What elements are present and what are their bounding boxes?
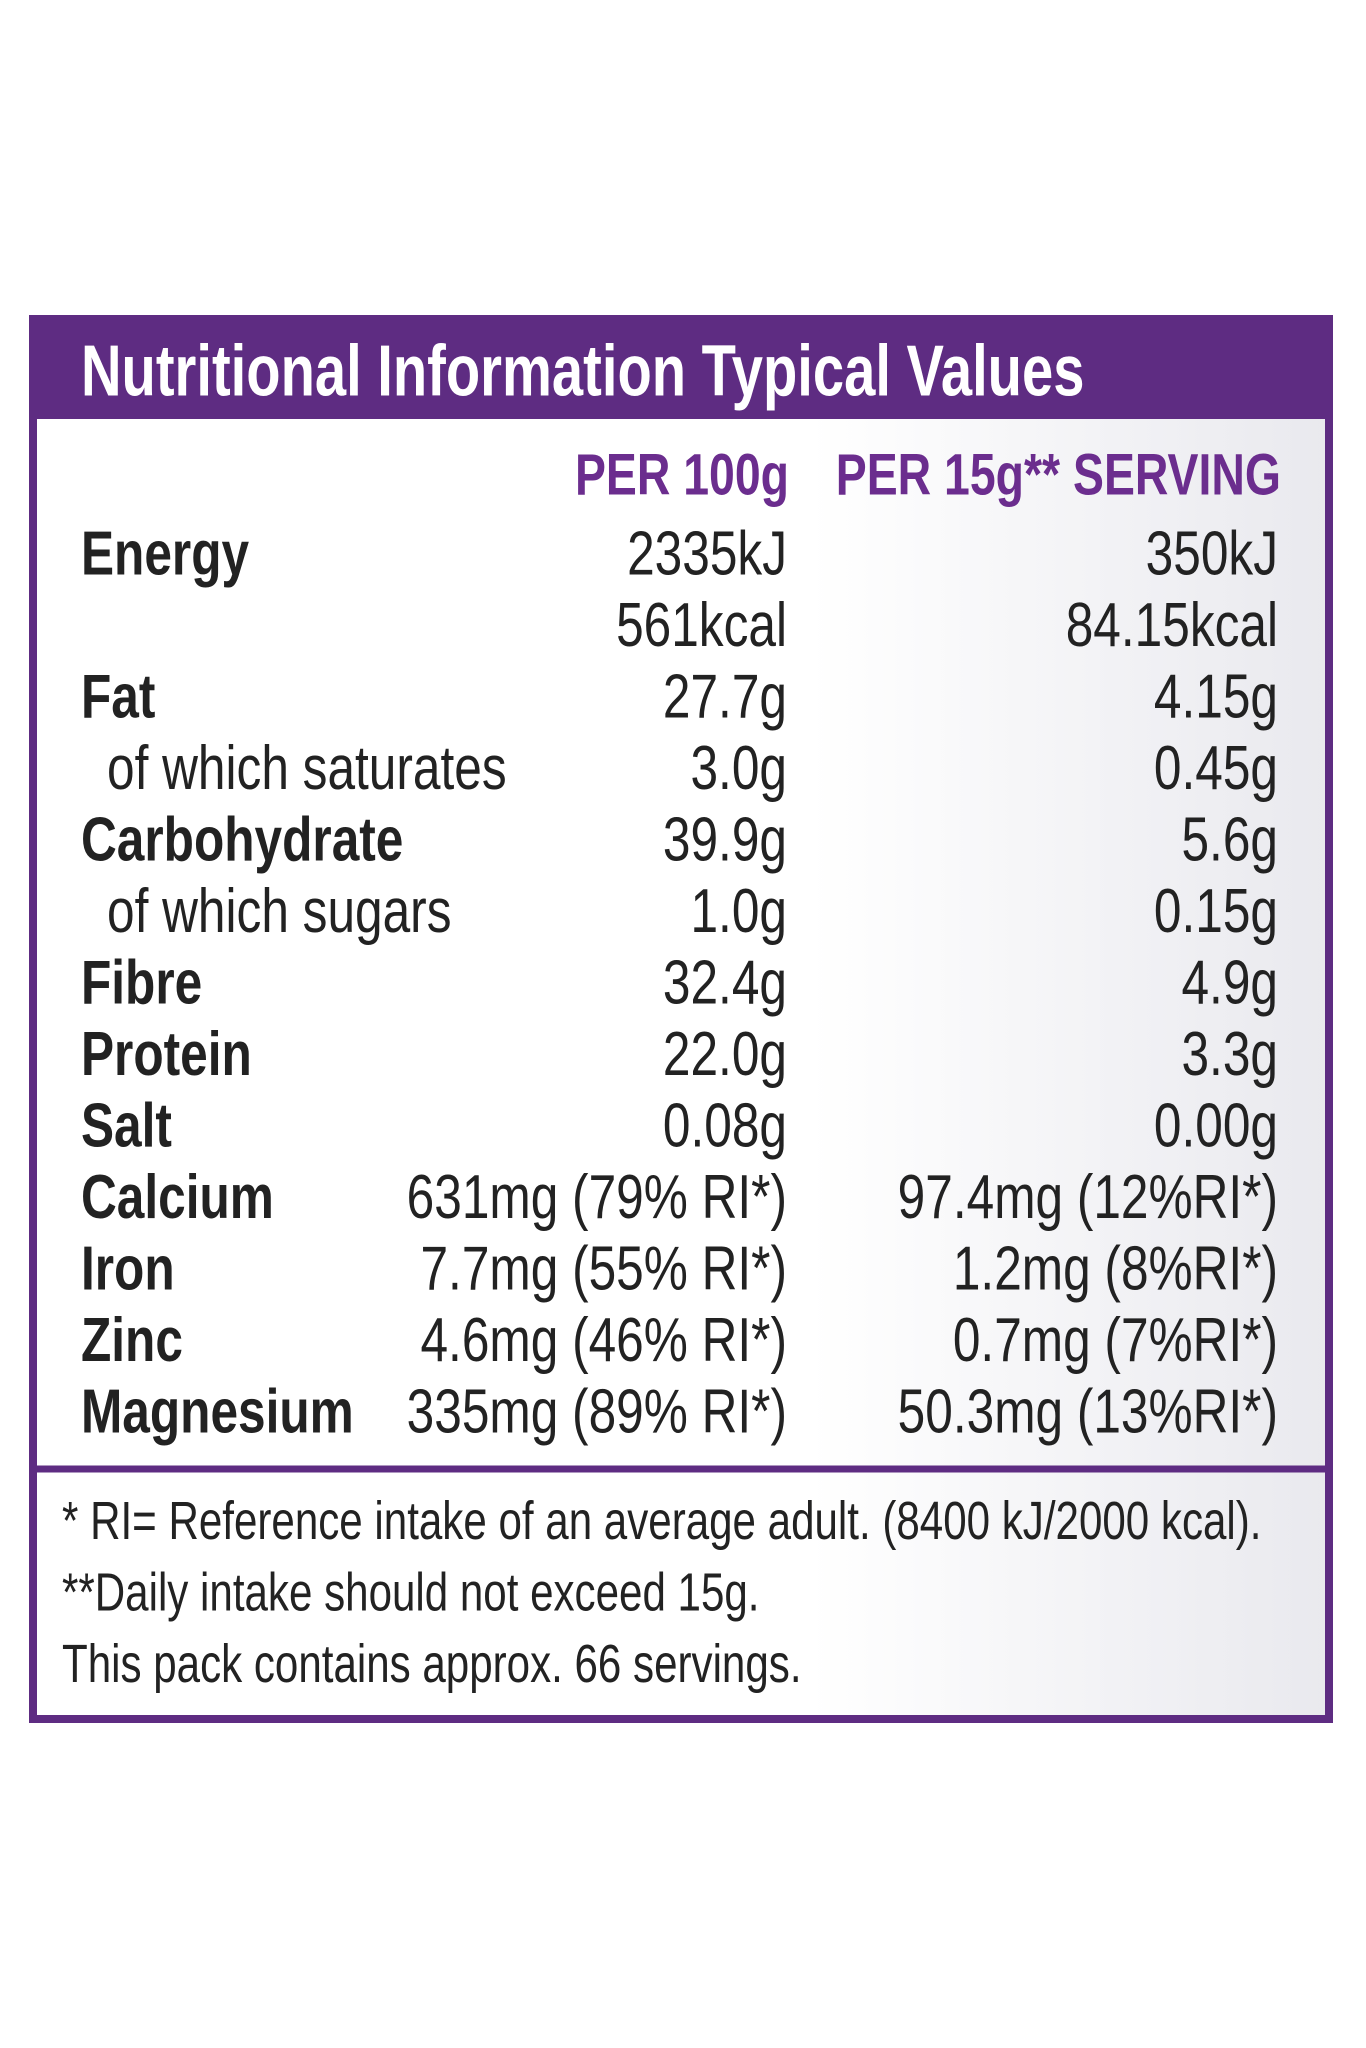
per-100g: 2335kJ	[627, 518, 787, 588]
per-serving: 50.3mg (13%RI*)	[898, 1376, 1278, 1446]
row-label: of which saturates	[107, 733, 507, 803]
footnote: **Daily intake should not exceed 15g.	[62, 1562, 760, 1622]
per-serving: 3.3g	[1181, 1019, 1278, 1089]
per-100g: 3.0g	[690, 733, 787, 803]
per-100g: 22.0g	[663, 1019, 787, 1089]
per-serving: 1.2mg (8%RI*)	[953, 1233, 1278, 1303]
per-serving: 97.4mg (12%RI*)	[898, 1162, 1278, 1232]
per-100g: 335mg (89% RI*)	[407, 1376, 787, 1446]
per-100g: 7.7mg (55% RI*)	[420, 1233, 787, 1303]
row-label: Protein	[81, 1019, 252, 1089]
row-label: Fat	[81, 661, 155, 731]
row-label: Fibre	[81, 947, 202, 1017]
per-100g: 561kcal	[616, 590, 787, 660]
per-serving: 4.9g	[1181, 947, 1278, 1017]
per-serving: 5.6g	[1181, 804, 1278, 874]
footnote: This pack contains approx. 66 servings.	[62, 1634, 802, 1694]
per-100g: 32.4g	[663, 947, 787, 1017]
row-label: Iron	[81, 1233, 175, 1303]
footnote: * RI= Reference intake of an average adu…	[62, 1491, 1261, 1551]
per-100g: 39.9g	[663, 804, 787, 874]
title: Nutritional Information Typical Values	[81, 331, 1084, 411]
header-band	[29, 315, 1333, 419]
per-serving: 0.7mg (7%RI*)	[953, 1305, 1278, 1375]
per-serving: 84.15kcal	[1066, 590, 1278, 660]
per-100g: 631mg (79% RI*)	[407, 1162, 787, 1232]
row-label: Zinc	[81, 1305, 183, 1375]
column-header: PER 100g	[575, 442, 789, 507]
per-100g: 4.6mg (46% RI*)	[420, 1305, 787, 1375]
row-label: Carbohydrate	[81, 804, 403, 874]
row-label: Magnesium	[81, 1376, 354, 1446]
row-label: Salt	[81, 1090, 172, 1160]
row-label: Energy	[81, 518, 249, 588]
per-serving: 350kJ	[1146, 518, 1278, 588]
row-label: of which sugars	[107, 876, 452, 946]
per-serving: 4.15g	[1154, 661, 1278, 731]
per-serving: 0.15g	[1154, 876, 1278, 946]
column-header: PER 15g** SERVING	[836, 442, 1281, 507]
per-serving: 0.00g	[1154, 1090, 1278, 1160]
per-100g: 0.08g	[663, 1090, 787, 1160]
per-100g: 27.7g	[663, 661, 787, 731]
per-serving: 0.45g	[1154, 733, 1278, 803]
table-frame	[29, 315, 1333, 1723]
row-label: Calcium	[81, 1162, 274, 1232]
per-100g: 1.0g	[690, 876, 787, 946]
